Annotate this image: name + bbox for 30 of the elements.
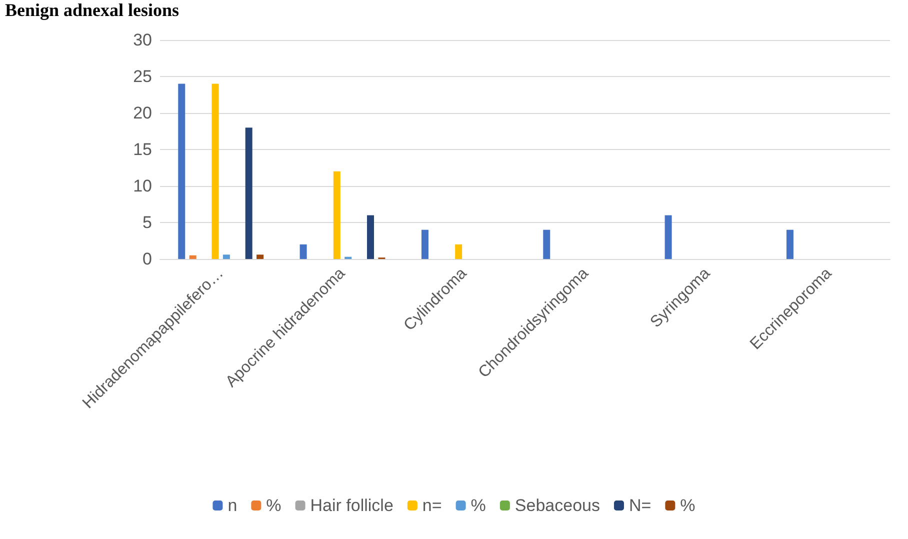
bar xyxy=(367,215,374,259)
bar xyxy=(455,244,462,259)
y-tick-label: 20 xyxy=(133,104,152,122)
chart-title: Benign adnexal lesions xyxy=(5,0,180,20)
legend-label: N= xyxy=(628,496,652,515)
legend-label: % xyxy=(266,496,282,515)
y-tick-label: 30 xyxy=(133,30,152,50)
legend-label: Sebaceous xyxy=(514,496,600,515)
legend-label: % xyxy=(680,496,696,515)
legend-label: n xyxy=(228,496,238,515)
y-tick-label: 15 xyxy=(133,140,152,159)
y-tick-label: 10 xyxy=(133,176,152,196)
y-tick-label: 25 xyxy=(133,67,152,86)
bar xyxy=(300,244,307,259)
bar xyxy=(212,84,219,259)
bar xyxy=(421,230,428,259)
legend-label: n= xyxy=(422,496,442,515)
y-tick-label: 0 xyxy=(142,250,152,268)
legend-label: % xyxy=(470,496,486,515)
bar xyxy=(222,254,230,259)
y-tick-label: 5 xyxy=(142,213,152,232)
bar xyxy=(256,254,264,259)
bar xyxy=(189,255,196,259)
bar xyxy=(333,171,340,259)
bar xyxy=(543,230,550,259)
bar xyxy=(178,84,186,259)
bar xyxy=(786,230,794,259)
bar xyxy=(245,128,252,259)
legend-label: Hair follicle xyxy=(310,496,394,515)
bar xyxy=(664,215,672,259)
